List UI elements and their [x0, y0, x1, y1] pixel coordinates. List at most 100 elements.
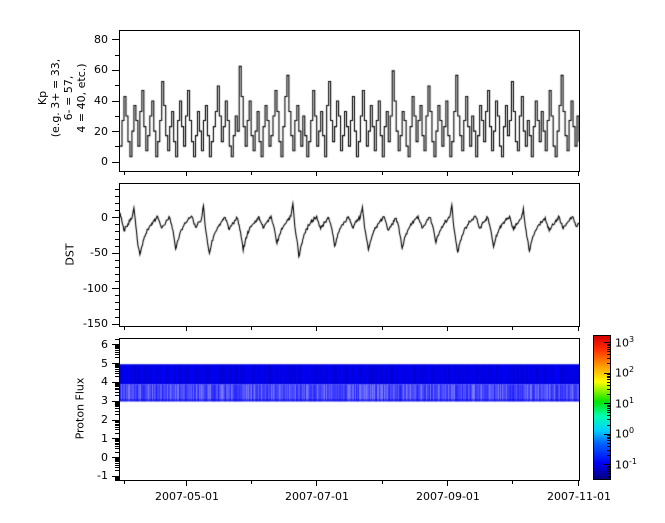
colorbar-minor-tick [607, 374, 610, 376]
y-minor-tick [115, 406, 119, 408]
y-minor-tick [115, 188, 119, 190]
colorbar-minor-tick [607, 363, 610, 365]
x-minor-tick [512, 172, 514, 175]
y-major-tick [112, 419, 119, 421]
colorbar-minor-tick [607, 440, 610, 442]
y-major-tick [112, 475, 119, 477]
y-minor-tick [115, 354, 119, 356]
x-date-label: 2007-09-01 [416, 490, 480, 503]
colorbar-major-tick [604, 342, 610, 344]
y-minor-tick [115, 348, 119, 350]
y-major-tick [112, 438, 119, 440]
y-minor-tick [115, 467, 119, 468]
y-minor-tick [115, 231, 119, 233]
colorbar-minor-tick [607, 471, 610, 472]
x-major-tick [578, 327, 580, 331]
y-minor-tick [115, 366, 119, 367]
y-minor-tick [115, 439, 119, 441]
y-minor-tick [115, 462, 119, 464]
y-minor-tick [115, 386, 119, 388]
colorbar-minor-tick [607, 409, 610, 411]
y-minor-tick [115, 238, 119, 240]
y-tick-label: 4 [101, 375, 108, 389]
colorbar-minor-tick [607, 455, 610, 457]
y-major-tick [112, 363, 119, 365]
y-minor-tick [115, 410, 119, 412]
colorbar-minor-tick [607, 343, 610, 345]
y-minor-tick [115, 422, 119, 424]
colorbar-minor-tick [607, 377, 610, 379]
y-minor-tick [115, 420, 119, 422]
y-minor-tick [115, 370, 119, 372]
x-minor-tick [124, 172, 126, 175]
y-minor-tick [115, 427, 119, 429]
colorbar-minor-tick [607, 388, 610, 390]
colorbar-minor-tick [607, 415, 610, 417]
colorbar-tick-label: 10-1 [615, 456, 637, 472]
y-minor-tick [115, 384, 119, 386]
x-minor-tick [251, 481, 253, 484]
y-minor-tick [115, 346, 119, 348]
y-minor-tick [115, 404, 119, 406]
colorbar-major-tick [604, 433, 610, 435]
x-date-label: 2007-11-01 [547, 490, 611, 503]
y-minor-tick [115, 403, 119, 405]
y-minor-tick [115, 413, 119, 415]
colorbar-minor-tick [607, 436, 610, 438]
y-minor-tick [115, 480, 119, 482]
colorbar-major-tick [604, 464, 610, 466]
x-date-label: 2007-07-01 [285, 490, 349, 503]
y-minor-tick [115, 448, 119, 450]
x-minor-tick [124, 481, 126, 484]
y-minor-tick [115, 444, 119, 446]
y-minor-tick [115, 477, 119, 479]
y-tick-label: 60 [94, 63, 108, 77]
flux-colorbar [593, 335, 611, 480]
y-minor-tick [115, 464, 119, 466]
x-minor-tick [381, 481, 383, 484]
colorbar-minor-tick [607, 476, 610, 478]
x-major-tick [316, 327, 318, 331]
y-tick-label: -1 [97, 469, 108, 483]
x-minor-tick [124, 327, 126, 330]
colorbar-minor-tick [607, 381, 610, 383]
y-minor-tick [115, 302, 119, 304]
colorbar-minor-tick [607, 445, 610, 447]
y-minor-tick [115, 458, 119, 460]
y-minor-tick [115, 245, 119, 247]
proton_flux-plot-canvas [120, 339, 579, 480]
y-tick-label: 3 [101, 394, 108, 408]
y-minor-tick [115, 357, 119, 359]
y-tick-label: 0 [101, 210, 108, 224]
colorbar-minor-tick [607, 424, 610, 426]
colorbar-minor-tick [607, 473, 610, 475]
colorbar-minor-tick [607, 345, 610, 347]
colorbar-tick-label: 101 [615, 395, 635, 411]
y-minor-tick [115, 408, 119, 410]
x-major-tick [316, 172, 318, 176]
y-tick-label: -150 [83, 317, 108, 331]
y-tick-label: 0 [101, 155, 108, 169]
y-minor-tick [115, 402, 119, 404]
colorbar-exponent: 1 [629, 395, 635, 405]
x-minor-tick [251, 172, 253, 175]
y-major-tick [112, 323, 119, 325]
y-major-tick [112, 400, 119, 402]
colorbar-minor-tick [607, 442, 610, 444]
y-minor-tick [115, 391, 119, 393]
colorbar-tick-label: 100 [615, 426, 635, 441]
colorbar-exponent: 0 [629, 426, 635, 436]
x-major-tick [186, 327, 188, 331]
kp-plot-canvas [120, 31, 579, 171]
colorbar-exponent: -1 [629, 456, 637, 466]
y-major-tick [112, 39, 119, 41]
y-minor-tick [115, 274, 119, 275]
y-minor-tick [115, 266, 119, 268]
y-major-tick [112, 131, 119, 133]
y-major-tick [112, 457, 119, 459]
y-major-tick [112, 217, 119, 219]
y-minor-tick [115, 295, 119, 297]
y-minor-tick [115, 395, 119, 397]
y-tick-label: 80 [94, 32, 108, 46]
kp-panel [119, 30, 580, 172]
